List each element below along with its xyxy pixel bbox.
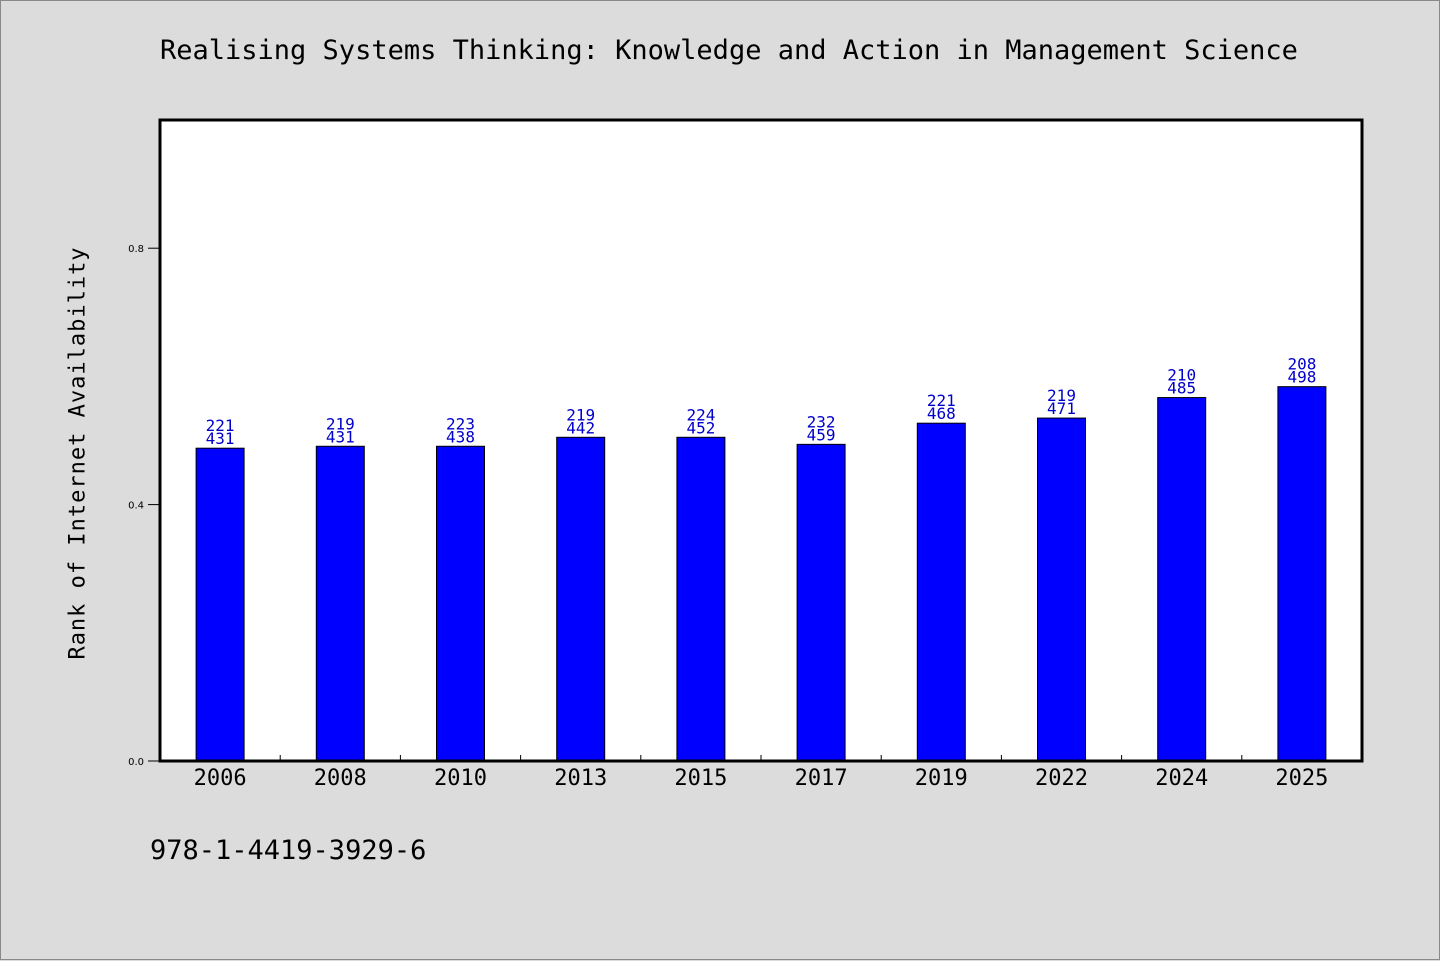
- data-label-bottom-2017: 459: [807, 425, 836, 444]
- data-label-top-2010: 223: [446, 414, 475, 433]
- y-tick-label-1: 0.4: [128, 501, 144, 512]
- bar-2024: [1157, 397, 1207, 762]
- data-label-bottom-2010: 438: [446, 427, 475, 446]
- data-label-bottom-2008: 431: [326, 427, 355, 446]
- x-tick-label-2008: 2008: [314, 766, 367, 791]
- data-label-bottom-2013: 442: [566, 418, 595, 437]
- data-label-top-2013: 219: [566, 405, 595, 424]
- bar-2006: [195, 447, 245, 762]
- bar-2025: [1277, 386, 1327, 762]
- x-tick-label-2025: 2025: [1275, 766, 1328, 791]
- data-label-top-2006: 221: [206, 416, 235, 435]
- data-label-top-2008: 219: [326, 414, 355, 433]
- data-label-bottom-2006: 431: [206, 429, 235, 448]
- bar-2013: [556, 436, 606, 762]
- bar-2010: [436, 445, 485, 762]
- data-label-bottom-2024: 485: [1167, 379, 1196, 398]
- data-label-top-2017: 232: [807, 412, 836, 431]
- bars-layer: [195, 386, 1327, 762]
- x-tick-label-2006: 2006: [194, 766, 247, 791]
- axis-layer: 2006 2008 2010 2013 2015 2017 2019 2022 2024 2025…: [128, 244, 1328, 791]
- data-label-bottom-2015: 452: [686, 418, 715, 437]
- bar-2017: [796, 443, 846, 762]
- y-tick-label-2: 0.8: [128, 244, 144, 255]
- data-label-top-2022: 219: [1047, 386, 1076, 405]
- data-label-bottom-2025: 498: [1287, 368, 1316, 387]
- x-tick-label-2010: 2010: [434, 766, 487, 791]
- x-tick-label-2017: 2017: [795, 766, 848, 791]
- bar-2019: [916, 422, 966, 762]
- y-tick-label-0: 0.0: [128, 757, 144, 768]
- x-tick-label-2024: 2024: [1155, 766, 1208, 791]
- chart-title: Realising Systems Thinking: Knowledge an…: [160, 35, 1298, 66]
- isbn-label: 978-1-4419-3929-6: [150, 835, 427, 866]
- bar-2008: [315, 445, 365, 762]
- x-tick-label-2013: 2013: [554, 766, 607, 791]
- x-tick-label-2019: 2019: [915, 766, 968, 791]
- data-label-top-2024: 210: [1167, 366, 1196, 385]
- data-label-top-2025: 208: [1287, 355, 1316, 374]
- plot-border: [158, 118, 1364, 763]
- data-label-top-2015: 224: [686, 405, 715, 424]
- data-label-bottom-2022: 471: [1047, 399, 1076, 418]
- bar-2022: [1037, 417, 1086, 762]
- data-label-bottom-2019: 468: [927, 404, 956, 423]
- x-tick-label-2022: 2022: [1035, 766, 1088, 791]
- x-tick-label-2015: 2015: [674, 766, 727, 791]
- bar-2015: [676, 436, 726, 762]
- data-label-top-2019: 221: [927, 391, 956, 410]
